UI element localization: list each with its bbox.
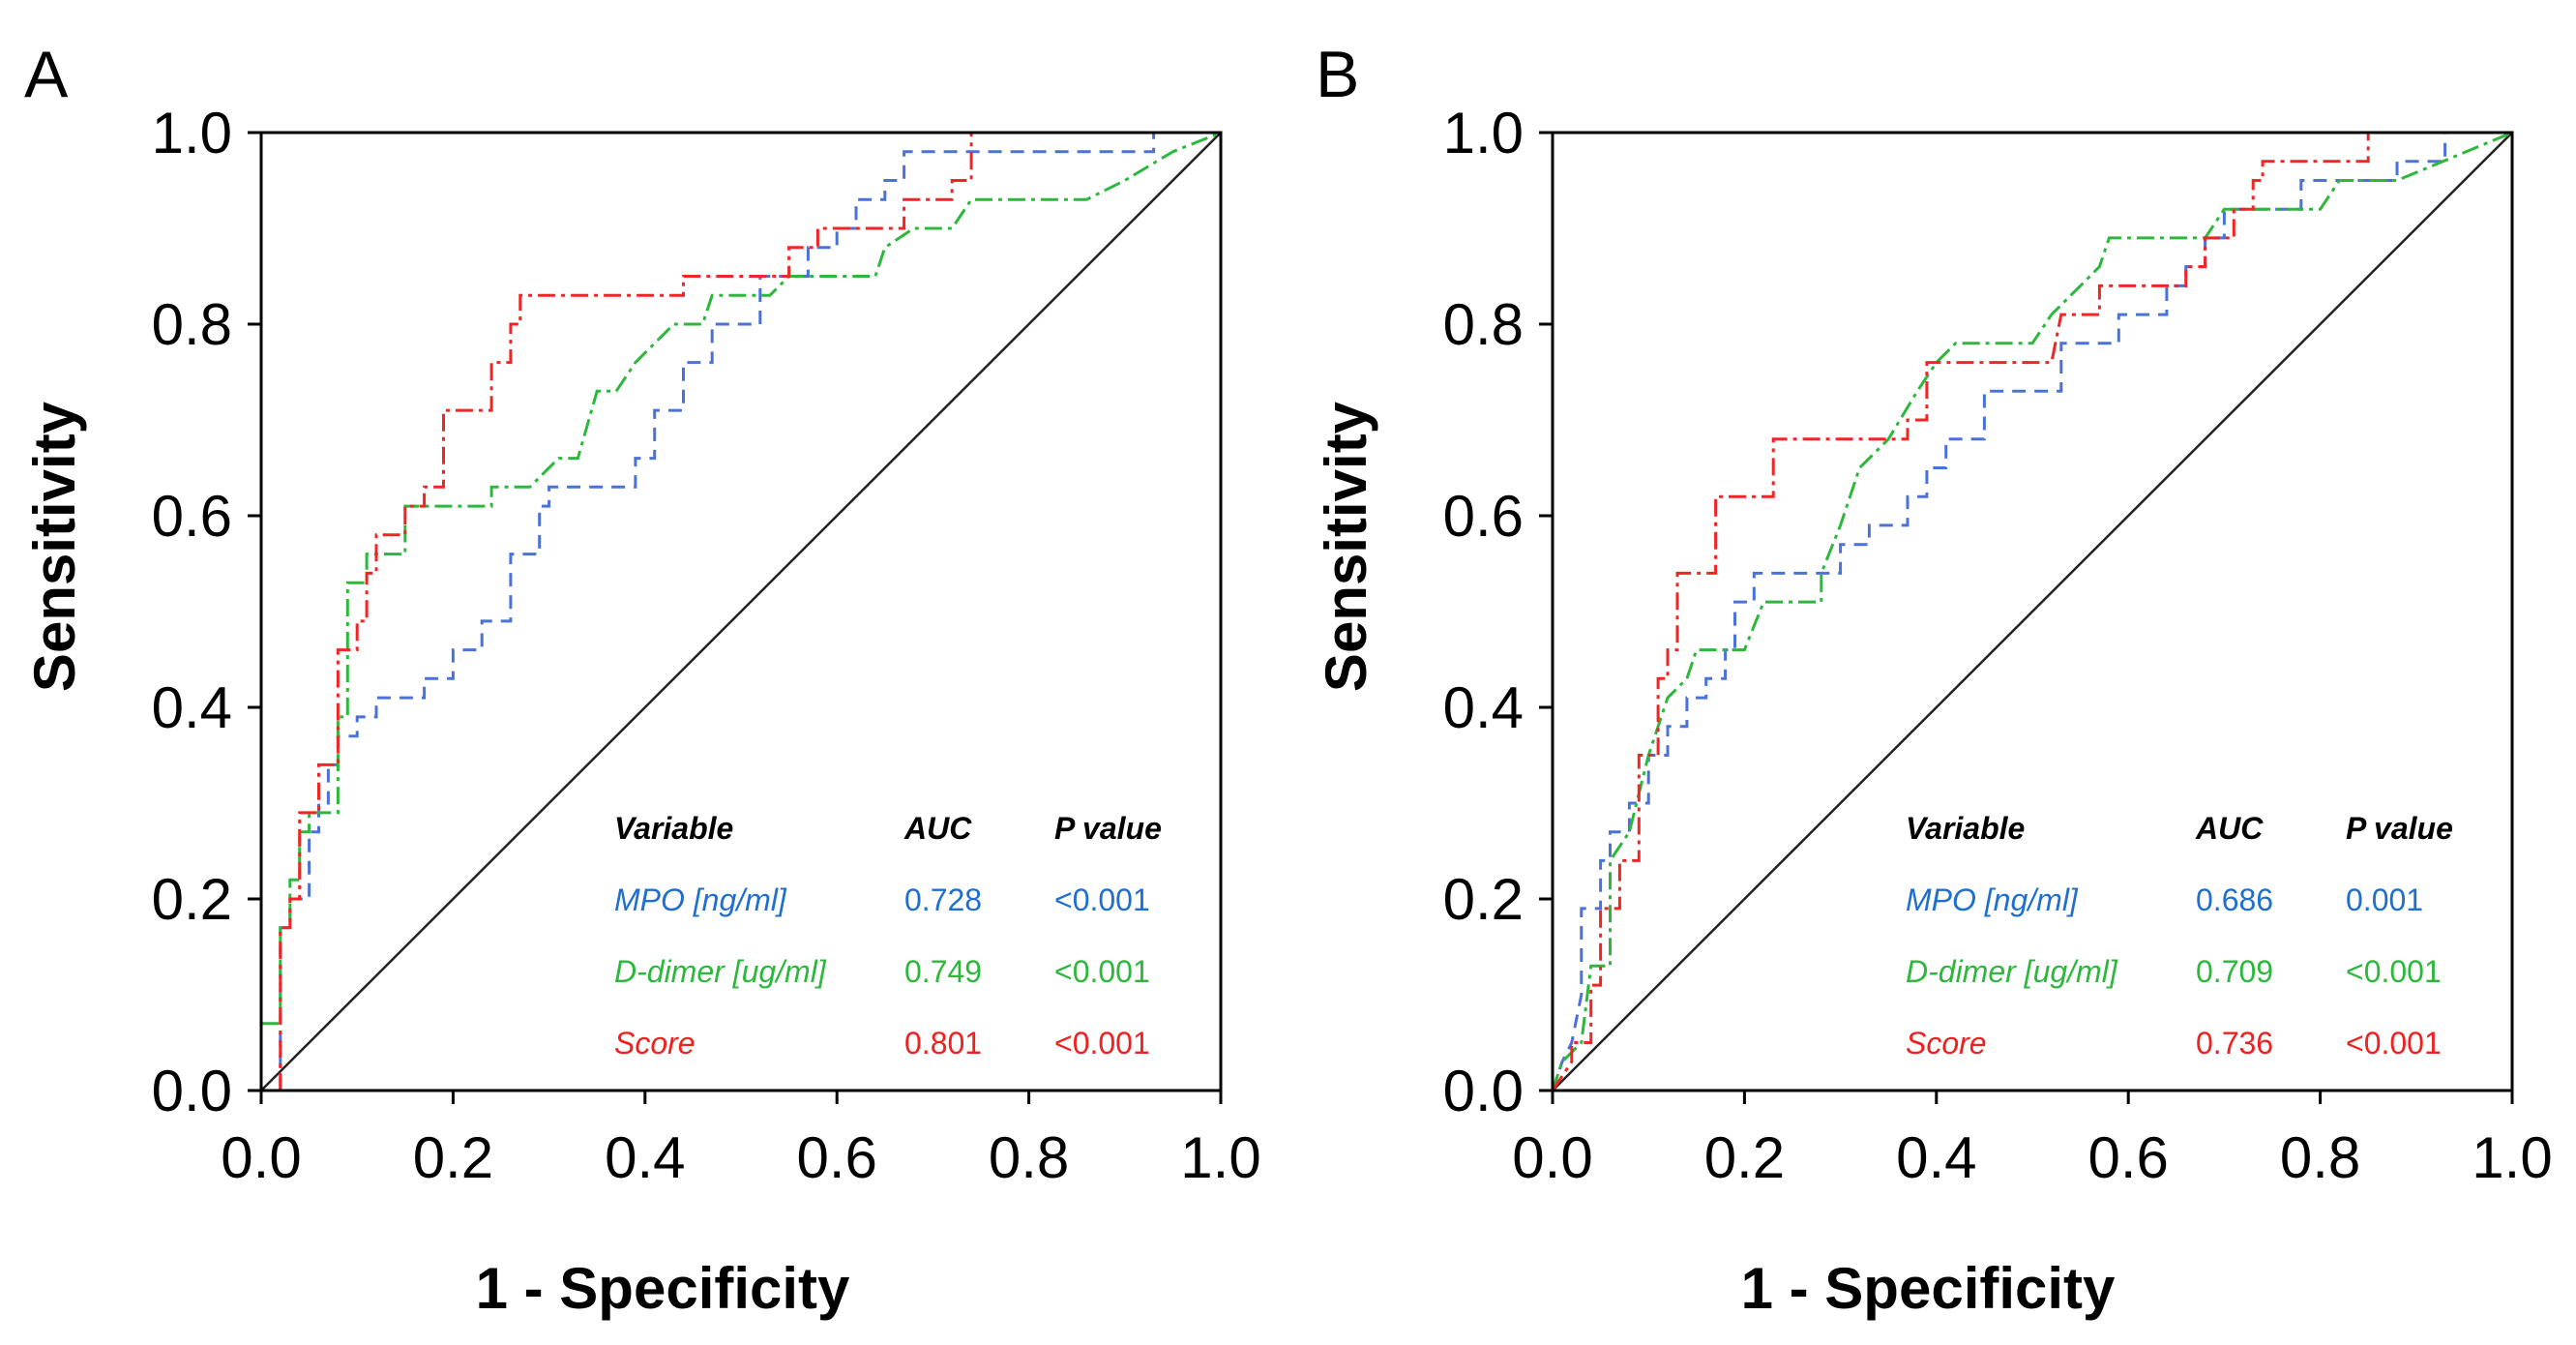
y-tick-label: 0.6 (152, 484, 232, 549)
x-tick-label: 0.0 (1512, 1125, 1592, 1190)
legend-p-value: <0.001 (1054, 1026, 1150, 1061)
series-line-reference (1552, 132, 2513, 1091)
x-tick-label: 0.0 (221, 1125, 301, 1190)
y-tick-label: 0.0 (1443, 1059, 1524, 1123)
legend-p-value: 0.001 (2346, 882, 2423, 917)
x-tick-label: 0.8 (989, 1125, 1069, 1190)
panel-letter: A (24, 38, 69, 111)
x-tick-label: 0.2 (413, 1125, 493, 1190)
legend-p-value: <0.001 (1054, 954, 1150, 989)
legend-variable: MPO [ng/ml] (614, 882, 787, 917)
x-tick-label: 1.0 (1180, 1125, 1260, 1190)
legend-header: AUC (903, 811, 972, 846)
x-tick-label: 0.6 (796, 1125, 876, 1190)
legend-p-value: <0.001 (1054, 882, 1150, 917)
x-tick-label: 1.0 (2472, 1125, 2552, 1190)
y-axis-title: Sensitivity (22, 401, 87, 692)
legend-variable: Score (614, 1026, 696, 1061)
tick-group: 0.0 0.2 0.4 0.6 0.8 1.0 0.0 0.2 0.4 0.6 0.8 1.0 (152, 101, 1261, 1190)
legend-p-value: <0.001 (2346, 954, 2442, 989)
y-tick-label: 0.0 (152, 1059, 232, 1123)
legend-header: Variable (1906, 811, 2025, 846)
legend-variable: D-dimer [ug/ml] (1906, 954, 2118, 989)
legend-auc: 0.736 (2196, 1026, 2273, 1061)
series-line-d-dimer-ug-ml (261, 131, 1222, 1026)
x-axis-title: 1 - Specificity (476, 1256, 850, 1321)
legend-header: AUC (2195, 811, 2264, 846)
y-axis-title: Sensitivity (1314, 401, 1378, 692)
tick-group: 0.0 0.2 0.4 0.6 0.8 1.0 0.0 0.2 0.4 0.6 0.8 1.0 (1443, 101, 2553, 1190)
legend-auc: 0.749 (904, 954, 982, 989)
legend-variable: MPO [ng/ml] (1906, 882, 2079, 917)
x-tick-label: 0.6 (2087, 1125, 2168, 1190)
x-tick-label: 0.4 (605, 1125, 685, 1190)
y-tick-label: 0.2 (1443, 867, 1524, 932)
legend-table: Variable AUC P value MPO [ng/ml] 0.686 0.001 D… (1906, 811, 2453, 1061)
y-tick-label: 1.0 (1443, 101, 1524, 165)
series-line-d-dimer-ug-ml (1551, 131, 2513, 1091)
series-group (1551, 131, 2513, 1091)
series-line-score (279, 131, 1221, 1091)
y-tick-label: 1.0 (152, 101, 232, 165)
legend-auc: 0.686 (2196, 882, 2273, 917)
series-group (260, 131, 1222, 1091)
legend-table: Variable AUC P value MPO [ng/ml] 0.728 <0.001… (614, 811, 1162, 1061)
legend-auc: 0.709 (2196, 954, 2273, 989)
y-tick-label: 0.4 (1443, 675, 1524, 740)
x-tick-label: 0.2 (1704, 1125, 1785, 1190)
panel-letter: B (1316, 38, 1359, 111)
series-line-score (1551, 131, 2512, 1091)
legend-auc: 0.728 (904, 882, 982, 917)
y-tick-label: 0.2 (152, 867, 232, 932)
y-tick-label: 0.8 (1443, 292, 1524, 357)
x-tick-label: 0.4 (1896, 1125, 1976, 1190)
legend-header: P value (1054, 811, 1162, 846)
series-line-reference (260, 132, 1222, 1091)
legend-header: Variable (614, 811, 733, 846)
legend-auc: 0.801 (904, 1026, 982, 1061)
legend-variable: D-dimer [ug/ml] (614, 954, 827, 989)
x-tick-label: 0.8 (2280, 1125, 2360, 1190)
y-tick-label: 0.4 (152, 675, 232, 740)
legend-p-value: <0.001 (2346, 1026, 2442, 1061)
plot-frame (1551, 131, 2514, 1092)
roc-panel-a: A Sensitivity 1 - Specificity 0.0 0.2 0.4 0… (22, 38, 1261, 1321)
legend-header: P value (2346, 811, 2453, 846)
y-tick-label: 0.6 (1443, 484, 1524, 549)
x-axis-title: 1 - Specificity (1741, 1256, 2116, 1321)
roc-panel-b: B Sensitivity 1 - Specificity 0.0 0.2 0.4 0… (1314, 38, 2553, 1321)
plot-frame (259, 131, 1223, 1092)
y-tick-label: 0.8 (152, 292, 232, 357)
legend-variable: Score (1906, 1026, 1987, 1061)
